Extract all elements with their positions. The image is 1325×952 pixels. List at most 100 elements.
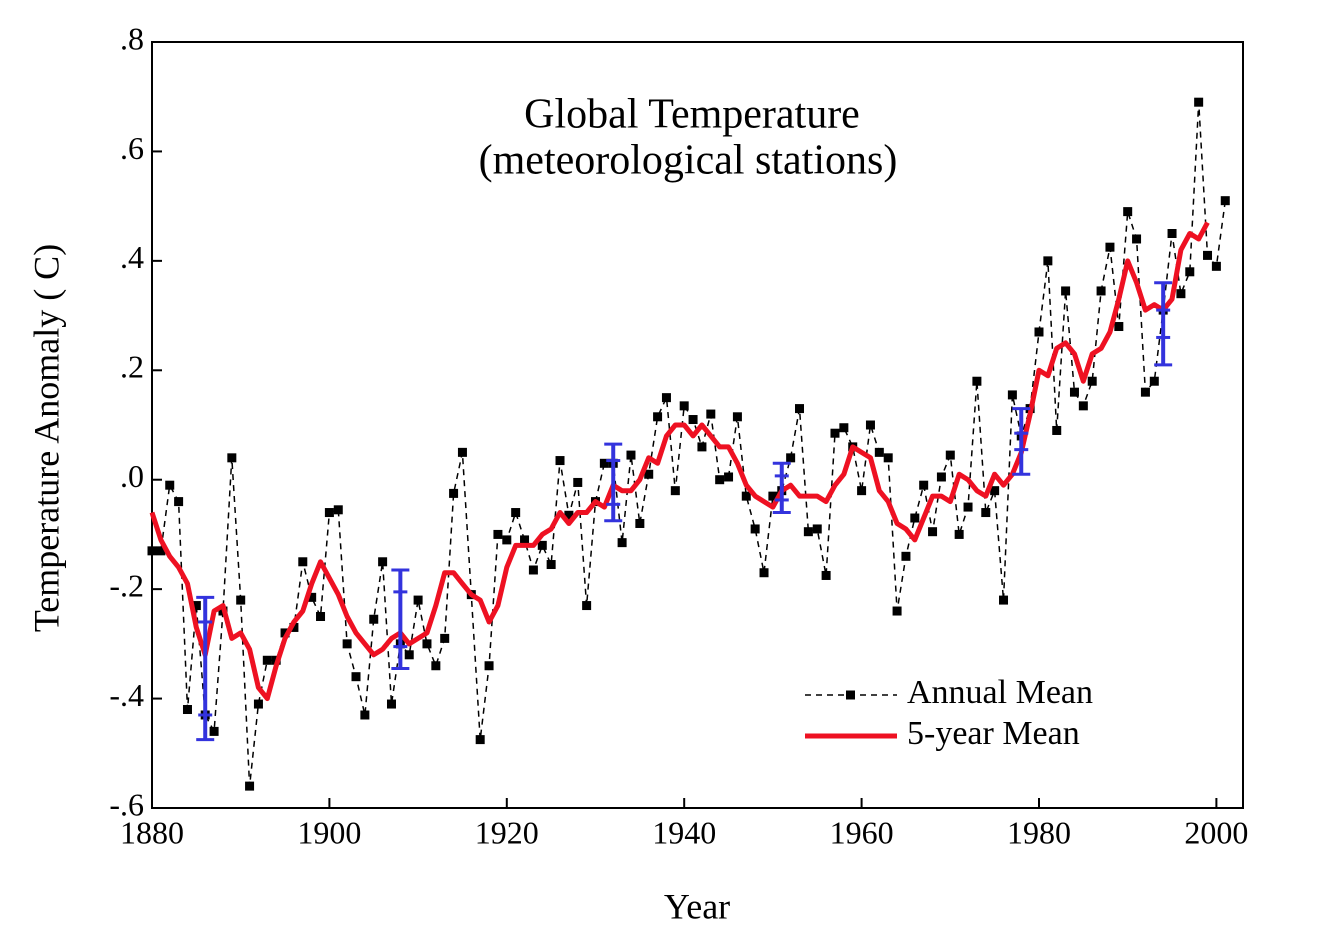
data-point (1185, 267, 1195, 277)
data-point (732, 412, 742, 422)
data-point (759, 568, 769, 578)
data-point (1194, 97, 1204, 107)
legend-marker (846, 690, 855, 700)
chart-subtitle: (meteorological stations) (479, 138, 898, 184)
data-point (697, 442, 707, 452)
data-point (653, 412, 663, 422)
data-point (1007, 390, 1017, 400)
data-point (422, 639, 432, 649)
data-point (1096, 286, 1106, 296)
data-point (342, 639, 352, 649)
data-point (209, 726, 219, 736)
data-point (706, 409, 716, 419)
series-line (149, 221, 1210, 702)
data-point (404, 650, 414, 660)
data-point (528, 565, 538, 575)
data-point (688, 415, 698, 425)
data-point (1167, 229, 1177, 238)
data-point (999, 595, 1009, 605)
data-point (351, 672, 361, 682)
data-point (1052, 425, 1062, 435)
data-point (386, 699, 396, 709)
data-point (741, 491, 751, 501)
data-point (147, 546, 157, 556)
x-tick-label: 1920 (475, 814, 539, 850)
data-point (182, 705, 192, 715)
plot-frame (151, 41, 1244, 809)
data-point (830, 428, 840, 438)
data-point (484, 661, 494, 671)
data-point (440, 633, 450, 643)
data-point (1061, 286, 1071, 296)
y-tick-label: -.4 (109, 677, 144, 713)
data-point (919, 480, 929, 490)
data-point (511, 508, 521, 518)
data-point (1069, 387, 1079, 397)
data-point (573, 477, 583, 487)
data-point (378, 557, 388, 567)
data-point (839, 423, 849, 433)
data-point (253, 699, 263, 709)
data-point (156, 546, 166, 556)
data-point (954, 529, 964, 539)
data-point (1220, 196, 1230, 206)
data-point (981, 508, 991, 518)
x-tick-label: 2000 (1184, 814, 1248, 850)
data-point (174, 497, 184, 507)
data-point (768, 491, 778, 501)
data-point (865, 420, 875, 430)
data-point (165, 480, 175, 490)
x-tick-label: 1960 (830, 814, 894, 850)
y-tick-label: .6 (120, 130, 144, 166)
x-axis-label: Year (664, 886, 730, 926)
data-point (972, 376, 982, 386)
y-tick-label: .2 (120, 349, 144, 385)
x-tick-label: 1940 (652, 814, 716, 850)
data-point (724, 472, 734, 482)
x-tick-label: 1980 (1007, 814, 1071, 850)
data-point (1211, 261, 1221, 271)
data-point (715, 475, 725, 485)
data-point (564, 510, 574, 520)
data-point (280, 628, 290, 638)
data-point (1140, 387, 1150, 397)
data-point (493, 529, 503, 539)
data-point (990, 486, 1000, 496)
data-point (945, 450, 955, 460)
y-tick-label: .0 (120, 458, 144, 494)
y-tick-label: .8 (120, 20, 144, 56)
data-point (1034, 327, 1044, 337)
data-point (786, 453, 796, 463)
data-point (910, 513, 920, 523)
data-point (298, 557, 308, 567)
data-point (857, 486, 867, 496)
data-point (245, 781, 255, 791)
data-point (1114, 322, 1124, 332)
data-point (555, 456, 565, 466)
data-point (928, 527, 938, 537)
data-point (892, 606, 902, 616)
data-point (936, 472, 946, 482)
data-point (803, 527, 813, 537)
data-point (324, 508, 334, 518)
data-point (582, 601, 592, 611)
data-point (369, 614, 379, 624)
data-point (475, 735, 485, 745)
data-point (626, 450, 636, 460)
data-point (635, 518, 645, 528)
legend-label: Annual Mean (907, 674, 1093, 711)
data-point (1149, 376, 1159, 386)
data-point (546, 560, 556, 570)
data-point (333, 505, 343, 515)
data-point (537, 540, 547, 550)
data-point (262, 655, 272, 665)
data-point (457, 447, 467, 457)
y-axis-label: Temperature Anomaly ( C) (26, 244, 66, 632)
data-point (1087, 376, 1097, 386)
data-point (1203, 250, 1213, 260)
data-point (1123, 207, 1133, 217)
data-point (1132, 234, 1142, 244)
data-point (431, 661, 441, 671)
data-point (502, 535, 512, 545)
